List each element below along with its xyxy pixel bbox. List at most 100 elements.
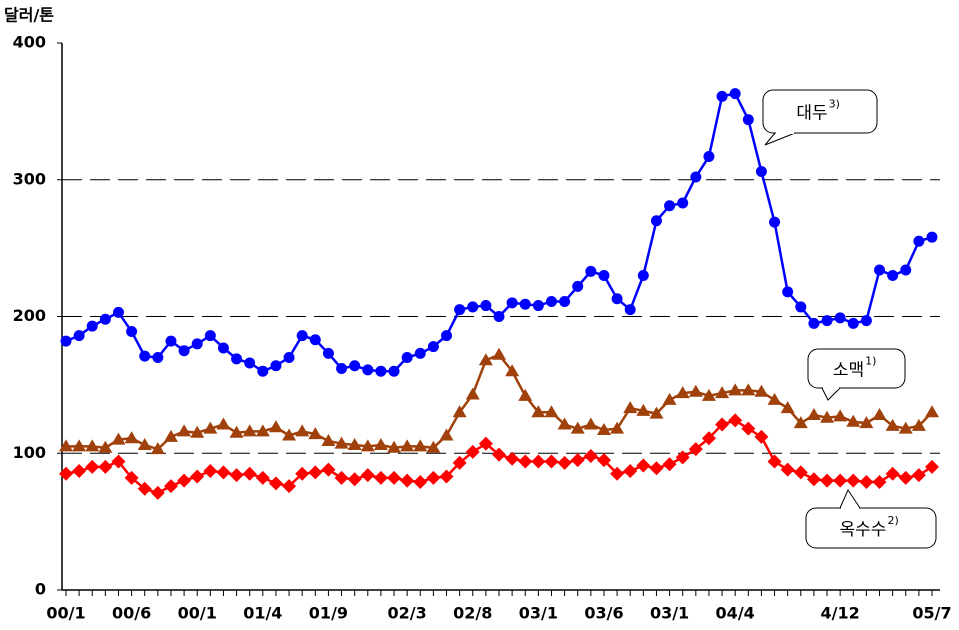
point — [532, 300, 544, 312]
legend-note: 3) — [829, 98, 840, 111]
point — [570, 453, 585, 468]
point — [900, 264, 912, 276]
point — [690, 171, 702, 183]
legend-label: 소맥 — [833, 361, 864, 381]
point — [925, 405, 939, 418]
point — [72, 464, 87, 479]
point — [675, 386, 690, 399]
point — [98, 459, 113, 474]
point — [650, 215, 662, 227]
point — [465, 387, 480, 400]
point — [452, 455, 467, 470]
point — [518, 388, 533, 401]
point — [401, 352, 413, 364]
point — [203, 464, 218, 479]
point — [347, 472, 362, 487]
point — [925, 459, 939, 474]
point — [59, 466, 73, 481]
point — [441, 330, 453, 342]
x-tick-label: 03/1 — [519, 604, 558, 623]
point — [701, 388, 716, 401]
point — [715, 417, 730, 432]
point — [152, 352, 164, 364]
point — [911, 468, 926, 483]
point — [664, 200, 676, 212]
point — [308, 427, 323, 440]
point — [675, 450, 690, 465]
point — [703, 151, 715, 163]
callout-pointer — [821, 387, 842, 401]
point — [557, 417, 572, 430]
point — [519, 298, 531, 310]
x-tick-label: 03/1 — [650, 604, 689, 623]
point — [360, 468, 375, 483]
point — [60, 335, 72, 347]
point — [334, 436, 349, 449]
point — [203, 421, 218, 434]
point — [229, 468, 244, 483]
point — [360, 439, 375, 452]
point — [99, 313, 111, 325]
point — [426, 440, 441, 453]
point — [478, 436, 493, 451]
point — [885, 466, 900, 481]
point — [677, 197, 689, 209]
point — [362, 364, 374, 376]
point — [585, 265, 597, 277]
point — [177, 473, 192, 488]
point — [388, 365, 400, 377]
point — [911, 418, 926, 431]
point — [729, 88, 741, 100]
point — [611, 293, 623, 305]
point — [887, 269, 899, 281]
point — [847, 317, 859, 329]
point — [741, 383, 756, 396]
x-tick-label: 00/6 — [112, 604, 151, 623]
point — [728, 383, 743, 396]
point — [216, 465, 231, 480]
point — [336, 362, 348, 374]
point — [268, 420, 283, 433]
x-tick-label: 01/9 — [309, 604, 348, 623]
point — [780, 401, 795, 414]
point — [662, 457, 677, 472]
point — [531, 454, 546, 469]
point — [506, 297, 518, 309]
point — [808, 317, 820, 329]
point — [387, 440, 402, 453]
point — [347, 438, 362, 451]
series-line — [65, 92, 933, 373]
point — [322, 347, 334, 359]
x-tick-label: 00/1 — [178, 604, 217, 623]
point — [821, 315, 833, 327]
point — [544, 405, 559, 418]
x-tick-label: 03/6 — [584, 604, 623, 623]
point — [268, 476, 283, 491]
point — [742, 114, 754, 126]
callout-box — [762, 89, 878, 134]
y-tick-label: 400 — [13, 33, 46, 52]
y-tick-label: 0 — [35, 580, 46, 599]
point — [244, 357, 256, 369]
point — [492, 347, 506, 360]
point — [754, 384, 769, 397]
x-tick-label: 02/3 — [388, 604, 427, 623]
legend-note: 1) — [865, 355, 876, 368]
point — [583, 417, 598, 430]
legend-note: 2) — [887, 514, 898, 527]
callout-box — [805, 507, 937, 549]
point — [649, 406, 664, 419]
point — [73, 330, 85, 342]
x-tick-label: 00/1 — [46, 604, 85, 623]
point — [177, 424, 192, 437]
callout-pointer — [839, 488, 861, 509]
point — [400, 439, 415, 452]
point — [715, 386, 730, 399]
point — [231, 353, 243, 365]
point — [741, 421, 756, 436]
point — [898, 470, 913, 485]
y-tick-label: 100 — [13, 443, 46, 462]
point — [282, 428, 297, 441]
point — [754, 429, 769, 444]
